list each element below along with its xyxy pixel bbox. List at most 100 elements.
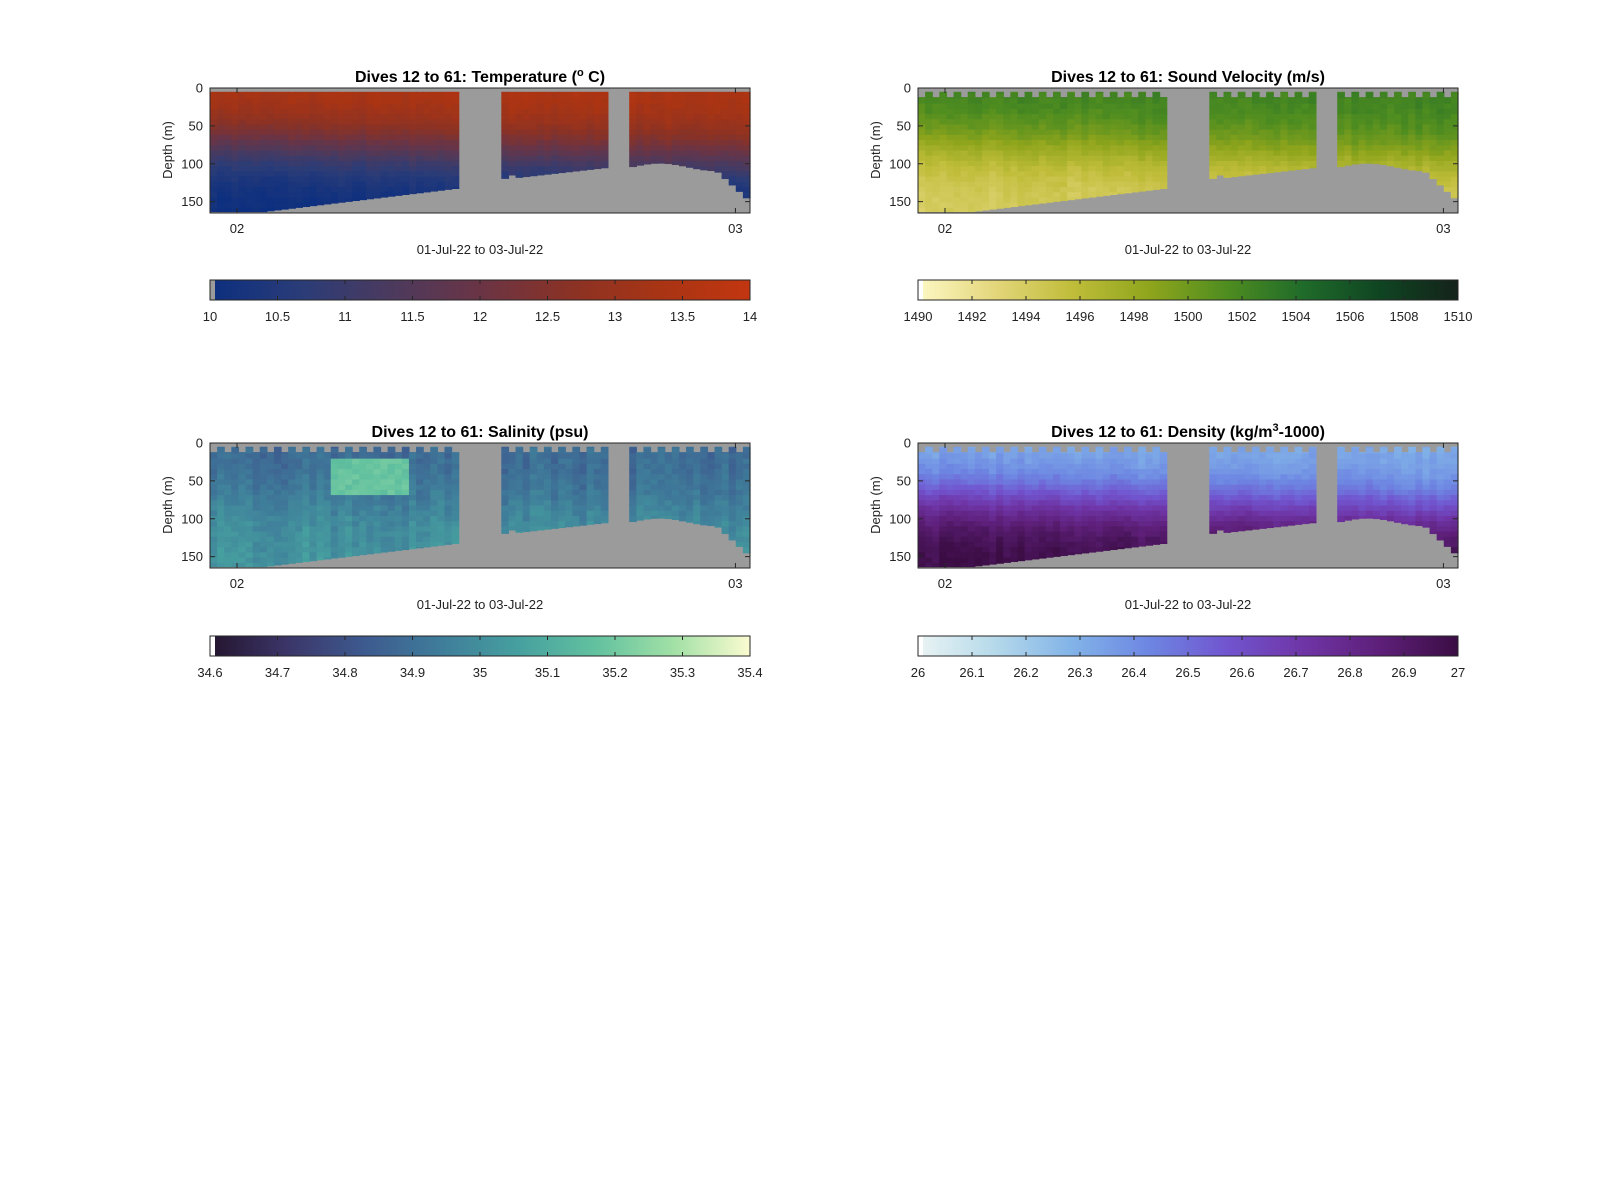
heatmap-cell — [1223, 171, 1232, 178]
heatmap-cell — [330, 93, 339, 100]
heatmap-cell — [337, 134, 346, 141]
heatmap-cell — [295, 469, 303, 475]
heatmap-cell — [981, 155, 990, 162]
heatmap-cell — [700, 119, 708, 126]
heatmap-cell — [1145, 166, 1154, 172]
heatmap-cell — [281, 484, 289, 491]
heatmap-cell — [394, 134, 403, 141]
heatmap-cell — [316, 98, 325, 105]
heatmap-cell — [316, 155, 325, 162]
heatmap-cell — [586, 515, 595, 522]
heatmap-cell — [437, 91, 446, 94]
heatmap-cell — [316, 145, 325, 152]
heatmap-cell — [918, 119, 926, 126]
heatmap-cell — [1159, 479, 1168, 486]
heatmap-cell — [974, 145, 983, 152]
heatmap-cell — [288, 186, 296, 193]
heatmap-cell — [366, 541, 375, 548]
heatmap-cell — [337, 129, 346, 136]
heatmap-cell — [1216, 171, 1225, 176]
heatmap-cell — [967, 515, 976, 522]
heatmap-cell — [359, 176, 367, 183]
heatmap-cell — [1095, 469, 1104, 475]
heatmap-cell — [323, 536, 332, 543]
heatmap-cell — [345, 453, 353, 460]
heatmap-cell — [1145, 521, 1154, 527]
heatmap-cell — [430, 531, 438, 538]
heatmap-cell — [210, 547, 218, 553]
heatmap-cell — [231, 134, 240, 141]
heatmap-cell — [657, 114, 666, 120]
heatmap-cell — [522, 453, 531, 460]
heatmap-cell — [946, 479, 955, 486]
heatmap-cell — [1159, 541, 1168, 544]
heatmap-cell — [288, 207, 296, 209]
heatmap-cell — [714, 521, 723, 527]
heatmap-cell — [359, 171, 367, 178]
heatmap-cell — [671, 489, 680, 496]
heatmap-cell — [1259, 108, 1267, 115]
heatmap-cell — [501, 91, 510, 94]
heatmap-cell — [1017, 495, 1026, 501]
heatmap-cell — [273, 557, 282, 564]
heatmap-cell — [451, 510, 460, 517]
heatmap-cell — [330, 469, 339, 475]
heatmap-cell — [224, 474, 232, 481]
heatmap-cell — [295, 531, 303, 538]
heatmap-cell — [1124, 93, 1132, 100]
heatmap-cell — [210, 192, 218, 198]
heatmap-cell — [1081, 155, 1090, 162]
heatmap-cell — [380, 108, 389, 115]
heatmap-cell — [416, 119, 424, 126]
heatmap-cell — [1244, 521, 1253, 527]
heatmap-cell — [288, 140, 296, 146]
colorbar-tick-label: 35.2 — [602, 665, 627, 680]
heatmap-cell — [501, 160, 510, 167]
heatmap-cell — [960, 114, 969, 120]
heatmap-cell — [1095, 93, 1104, 100]
heatmap-cell — [1038, 505, 1047, 512]
heatmap-cell — [1124, 446, 1132, 449]
heatmap-cell — [953, 515, 962, 522]
heatmap-cell — [629, 103, 637, 110]
heatmap-cell — [1237, 500, 1246, 507]
heatmap-cell — [266, 489, 275, 496]
heatmap-cell — [1422, 114, 1431, 120]
heatmap-cell — [1436, 160, 1445, 167]
heatmap-cell — [1088, 97, 1097, 100]
heatmap-cell — [210, 93, 218, 100]
heatmap-cell — [735, 186, 744, 192]
heatmap-cell — [1060, 474, 1068, 481]
heatmap-cell — [636, 129, 645, 136]
heatmap-cell — [309, 484, 318, 491]
heatmap-cell — [451, 176, 460, 183]
heatmap-cell — [288, 202, 296, 209]
heatmap-cell — [1223, 453, 1232, 460]
heatmap-cell — [735, 531, 744, 538]
heatmap-cell — [1237, 124, 1246, 131]
heatmap-cell — [309, 155, 318, 162]
heatmap-cell — [266, 557, 275, 564]
heatmap-cell — [1131, 474, 1139, 481]
heatmap-cell — [401, 458, 410, 465]
heatmap-cell — [1251, 448, 1260, 455]
heatmap-cell — [352, 452, 360, 455]
heatmap-cell — [714, 479, 723, 486]
heatmap-cell — [330, 458, 339, 465]
heatmap-cell — [1124, 124, 1132, 131]
heatmap-cell — [551, 93, 559, 100]
heatmap-cell — [1017, 181, 1026, 188]
heatmap-cell — [1088, 495, 1097, 501]
heatmap-cell — [1244, 463, 1253, 470]
heatmap-cell — [925, 134, 933, 141]
heatmap-cell — [657, 500, 666, 507]
heatmap-cell — [1308, 140, 1317, 146]
heatmap-cell — [210, 124, 218, 131]
heatmap-cell — [238, 134, 247, 141]
heatmap-cell — [1244, 458, 1253, 465]
heatmap-cell — [974, 458, 983, 465]
heatmap-cell — [1045, 500, 1054, 507]
heatmap-cell — [996, 124, 1004, 131]
heatmap-cell — [1230, 140, 1239, 146]
heatmap-cell — [238, 536, 247, 543]
